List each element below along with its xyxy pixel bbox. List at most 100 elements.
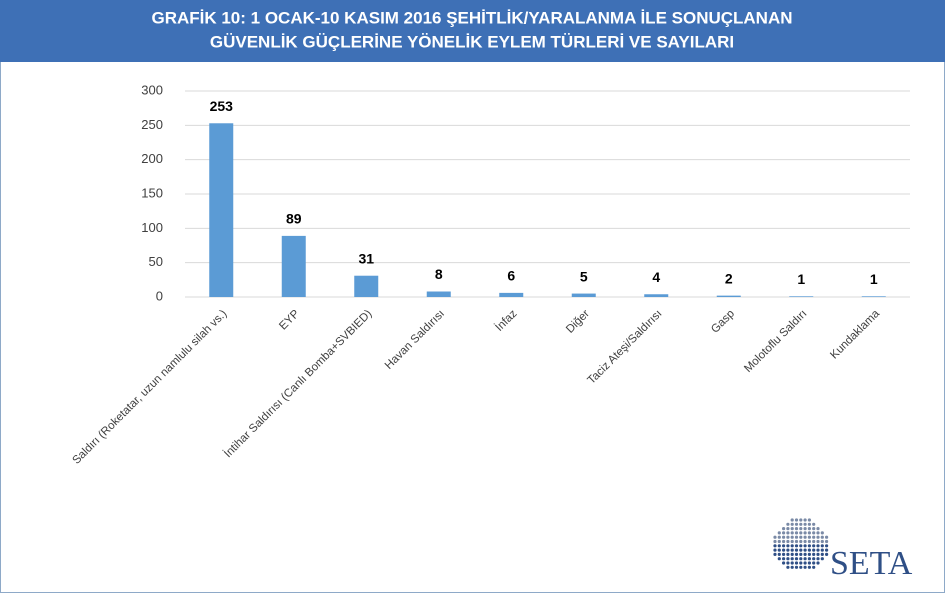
- logo-dot: [807, 552, 812, 557]
- data-label: 4: [652, 269, 660, 285]
- y-tick-label: 100: [141, 220, 163, 235]
- logo-dot: [803, 565, 807, 569]
- logo-dot: [825, 535, 829, 539]
- data-label: 253: [210, 98, 234, 114]
- logo-dot: [799, 522, 803, 526]
- logo-dot: [786, 539, 790, 544]
- logo-dot: [816, 544, 820, 548]
- logo-dot: [812, 539, 816, 544]
- logo-dot: [799, 552, 803, 557]
- bar: [354, 275, 379, 297]
- logo-dot: [812, 522, 816, 526]
- logo-dot: [790, 565, 794, 569]
- logo-dot: [816, 561, 820, 565]
- logo-dot: [777, 557, 781, 561]
- logo-dot: [816, 548, 820, 552]
- data-label: 31: [358, 250, 374, 266]
- logo-dot: [786, 544, 790, 548]
- logo-dot: [807, 561, 812, 565]
- logo-dot: [794, 539, 799, 544]
- logo-dot: [803, 531, 807, 535]
- logo-dot: [820, 539, 824, 544]
- logo-dot: [825, 544, 829, 548]
- logo-icon: [773, 518, 829, 569]
- bar: [426, 291, 451, 297]
- bar: [571, 293, 596, 297]
- logo-dot: [807, 522, 812, 526]
- logo-dot: [799, 539, 803, 544]
- logo-dot: [777, 548, 781, 552]
- logo-dot: [786, 561, 790, 565]
- logo-dot: [816, 539, 820, 544]
- logo-dot: [777, 531, 781, 535]
- logo-dot: [794, 548, 799, 552]
- logo-dot: [812, 544, 816, 548]
- logo-dot: [803, 535, 807, 539]
- logo-dot: [807, 518, 812, 522]
- logo-dot: [816, 535, 820, 539]
- logo-dot: [807, 527, 812, 531]
- logo-dot: [786, 552, 790, 557]
- logo-dot: [794, 535, 799, 539]
- logo-dot: [816, 527, 820, 531]
- data-label: 1: [797, 271, 805, 287]
- logo-dot: [803, 561, 807, 565]
- logo-dot: [799, 557, 803, 561]
- logo-dot: [807, 548, 812, 552]
- logo-dot: [773, 544, 777, 548]
- logo-dot: [803, 557, 807, 561]
- data-label: 8: [435, 266, 443, 282]
- logo-dot: [799, 531, 803, 535]
- logo-dot: [786, 557, 790, 561]
- logo-dot: [803, 522, 807, 526]
- y-tick-label: 200: [141, 151, 163, 166]
- logo-dot: [790, 544, 794, 548]
- logo-dot: [807, 557, 812, 561]
- bar: [499, 292, 524, 297]
- logo-dot: [777, 552, 781, 557]
- y-tick-label: 150: [141, 185, 163, 200]
- logo-dot: [812, 535, 816, 539]
- logo-dot: [799, 561, 803, 565]
- logo-dot: [773, 552, 777, 557]
- logo-dot: [790, 518, 794, 522]
- logo-dot: [820, 548, 824, 552]
- logo-dot: [825, 552, 829, 557]
- logo-dot: [803, 527, 807, 531]
- logo-dot: [782, 527, 786, 531]
- logo-dot: [782, 535, 786, 539]
- logo-dot: [799, 518, 803, 522]
- logo-dot: [777, 535, 781, 539]
- y-tick-label: 250: [141, 117, 163, 132]
- logo-dot: [812, 531, 816, 535]
- bar: [716, 295, 741, 297]
- logo-dot: [807, 531, 812, 535]
- chart-title: GÜVENLİK GÜÇLERİNE YÖNELİK EYLEM TÜRLERİ…: [210, 32, 734, 51]
- logo-dot: [812, 527, 816, 531]
- logo-dot: [794, 557, 799, 561]
- logo-dot: [786, 548, 790, 552]
- logo-dot: [820, 535, 824, 539]
- logo-dot: [790, 522, 794, 526]
- logo-dot: [782, 552, 786, 557]
- logo-dot: [803, 518, 807, 522]
- logo-dot: [803, 548, 807, 552]
- logo-dot: [790, 539, 794, 544]
- logo-dot: [820, 552, 824, 557]
- logo-dot: [794, 561, 799, 565]
- y-tick-label: 0: [156, 288, 163, 303]
- logo-dot: [816, 557, 820, 561]
- chart-title: GRAFİK 10: 1 OCAK-10 KASIM 2016 ŞEHİTLİK…: [151, 8, 792, 27]
- logo-dot: [773, 535, 777, 539]
- logo-dot: [790, 561, 794, 565]
- logo-dot: [816, 531, 820, 535]
- logo-dot: [812, 557, 816, 561]
- logo-dot: [782, 544, 786, 548]
- logo-dot: [777, 539, 781, 544]
- logo-dot: [799, 548, 803, 552]
- logo-dot: [790, 531, 794, 535]
- logo-dot: [825, 548, 829, 552]
- logo-dot: [807, 539, 812, 544]
- logo-dot: [790, 527, 794, 531]
